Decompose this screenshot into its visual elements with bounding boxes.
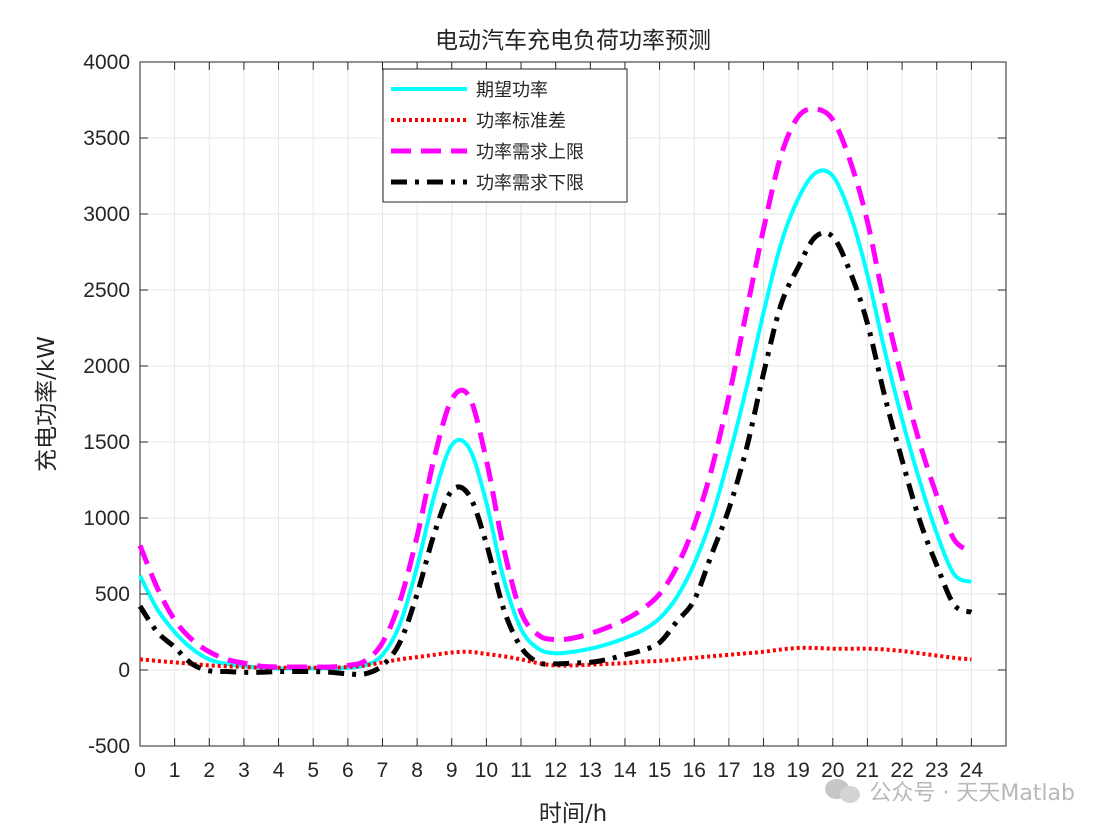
x-tick-label: 21: [856, 759, 879, 782]
y-tick-label: 1500: [83, 431, 130, 454]
x-tick-label: 15: [648, 759, 671, 782]
legend-label-power-upper: 功率需求上限: [476, 142, 584, 163]
legend-label-power-std: 功率标准差: [476, 111, 566, 132]
y-tick-label: 3500: [83, 127, 130, 150]
x-tick-label: 1: [169, 759, 181, 782]
x-tick-label: 23: [925, 759, 948, 782]
y-axis-label: 充电功率/kW: [34, 336, 60, 472]
x-tick-label: 13: [579, 759, 602, 782]
axis-ticks: 0 1 2 3 4 5 6 7 8 9 10 11 12 13 14 15 16 17 18 19 20 21 22 23 24…: [83, 51, 1006, 782]
plot-area: [139, 61, 1007, 747]
x-tick-label: 19: [786, 759, 809, 782]
x-tick-label: 10: [475, 759, 498, 782]
y-tick-label: 3000: [83, 203, 130, 226]
y-tick-label: 2500: [83, 279, 130, 302]
legend-label-power-lower: 功率需求下限: [476, 173, 584, 194]
x-tick-label: 11: [510, 759, 532, 782]
x-tick-label: 20: [821, 759, 844, 782]
x-tick-label: 24: [960, 759, 984, 782]
watermark: 公众号 · 天天Matlab: [825, 775, 1075, 807]
x-tick-label: 9: [446, 759, 458, 782]
chart-title: 电动汽车充电负荷功率预测: [435, 28, 711, 54]
x-tick-label: 2: [203, 759, 215, 782]
x-tick-label: 4: [273, 759, 285, 782]
x-tick-label: 14: [613, 759, 637, 782]
y-tick-label: 1000: [83, 507, 130, 530]
x-tick-label: 12: [544, 759, 567, 782]
x-tick-label: 0: [134, 759, 146, 782]
x-tick-label: 6: [342, 759, 354, 782]
wechat-icon: [825, 778, 863, 804]
legend-label-expected-power: 期望功率: [476, 80, 548, 101]
x-tick-label: 16: [683, 759, 706, 782]
x-axis-label: 时间/h: [539, 801, 607, 827]
x-tick-label: 7: [377, 759, 389, 782]
x-tick-label: 18: [752, 759, 775, 782]
y-tick-label: 500: [95, 583, 130, 606]
series-layer: [137, 106, 973, 677]
watermark-text: 公众号 · 天天Matlab: [869, 781, 1075, 806]
series-line-power-std: [139, 645, 972, 670]
series-line-power-lower: [137, 230, 973, 677]
x-tick-label: 8: [411, 759, 423, 782]
legend-box: [382, 68, 628, 203]
y-tick-label: 0: [118, 659, 130, 682]
x-tick-label: 5: [307, 759, 319, 782]
y-tick-label: -500: [88, 735, 130, 758]
y-tick-label: 2000: [83, 355, 130, 378]
x-tick-label: 22: [890, 759, 913, 782]
x-tick-label: 3: [238, 759, 250, 782]
x-tick-label: 17: [717, 759, 740, 782]
y-tick-label: 4000: [83, 51, 130, 74]
